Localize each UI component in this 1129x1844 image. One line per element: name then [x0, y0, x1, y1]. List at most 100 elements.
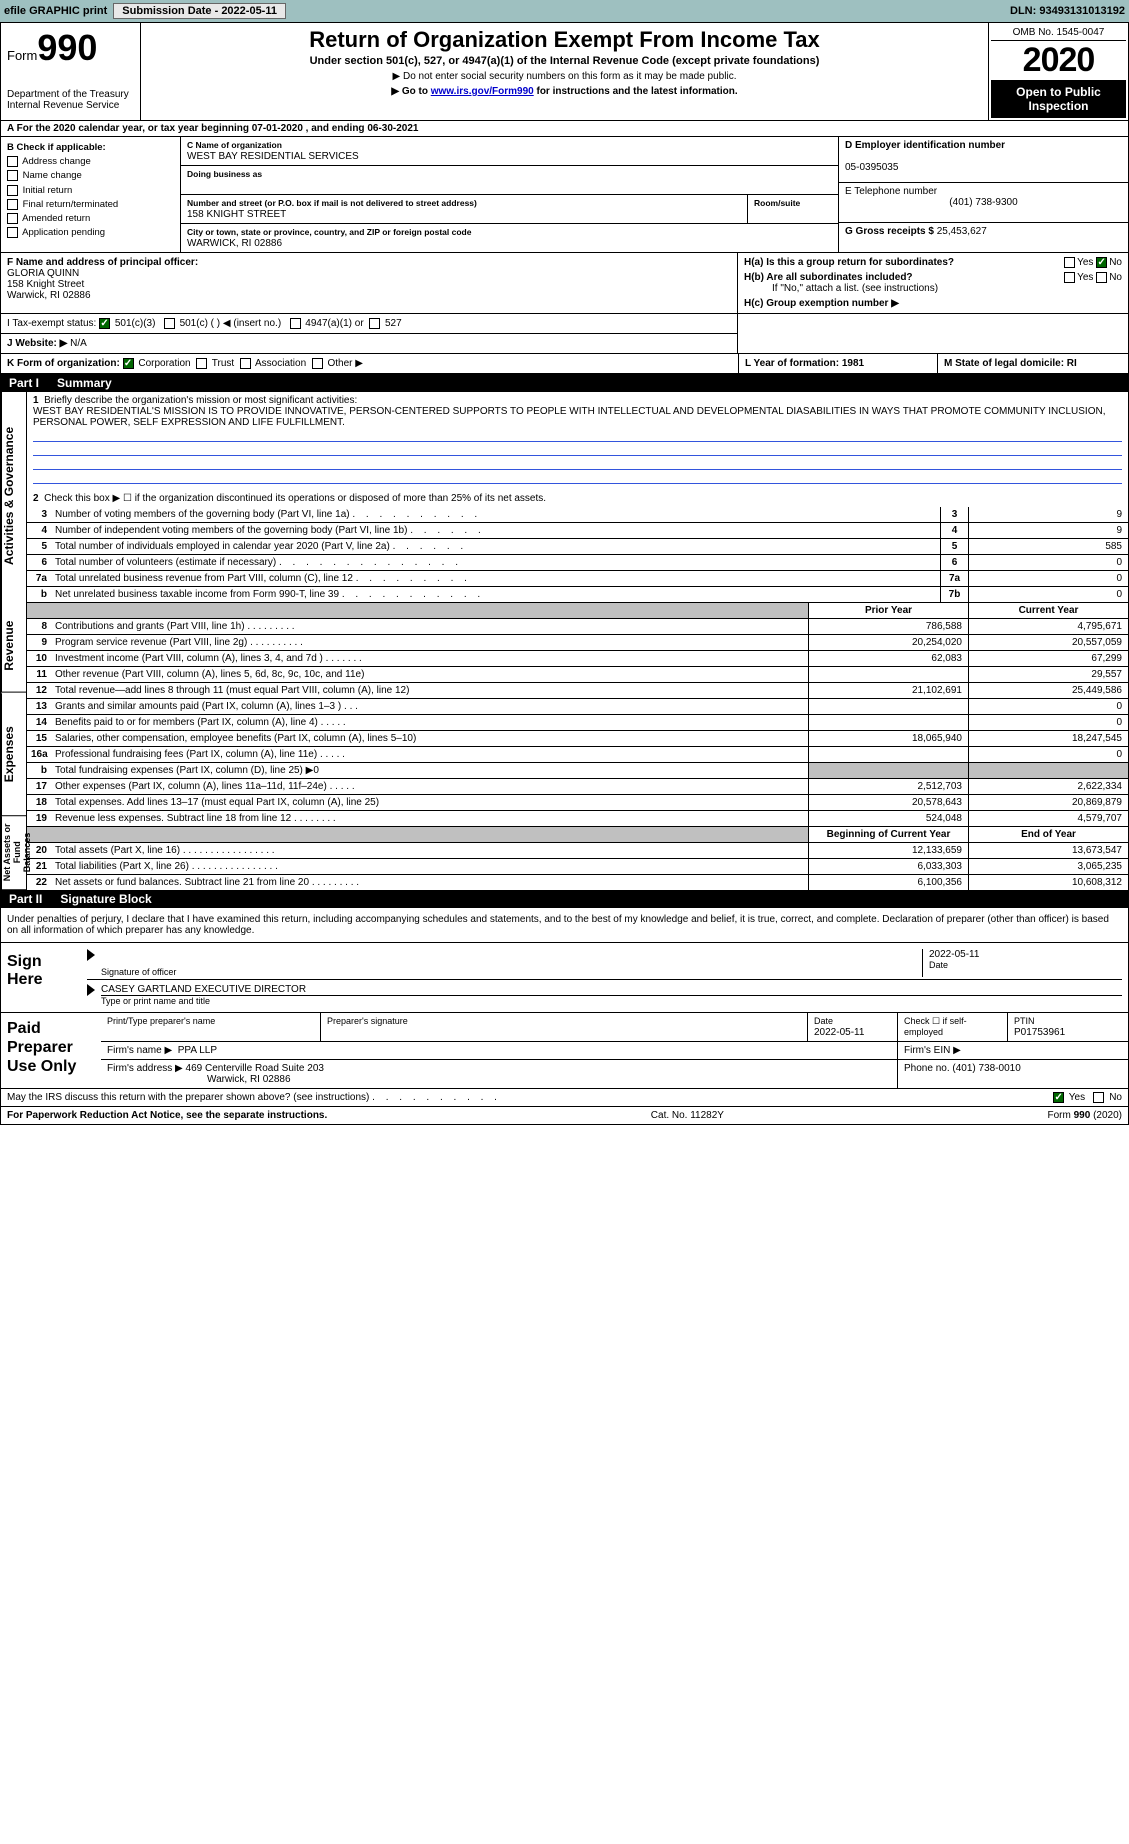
- check-assoc[interactable]: [240, 358, 251, 369]
- officer-street: 158 Knight Street: [7, 279, 84, 290]
- hb-no-check[interactable]: [1096, 272, 1107, 283]
- penalties-text: Under penalties of perjury, I declare th…: [1, 908, 1128, 943]
- part1-header: Part I Summary: [1, 374, 1128, 392]
- check-527[interactable]: [369, 318, 380, 329]
- check-4947[interactable]: [290, 318, 301, 329]
- lbl-527: 527: [385, 318, 402, 329]
- l12-t: Total revenue—add lines 8 through 11 (mu…: [55, 685, 409, 696]
- l22-p: 6,100,356: [808, 875, 968, 890]
- header-right: OMB No. 1545-0047 2020 Open to Public In…: [988, 23, 1128, 120]
- sig-arrow-icon-1: [87, 949, 95, 961]
- check-501c3[interactable]: [99, 318, 110, 329]
- cat-no: Cat. No. 11282Y: [651, 1110, 724, 1121]
- h-bottom-spacer: [738, 314, 1128, 353]
- hb-yes-check[interactable]: [1064, 272, 1075, 283]
- lbl-app-pending: Application pending: [22, 227, 105, 238]
- line-11: 11Other revenue (Part VIII, column (A), …: [27, 667, 1128, 683]
- l1-text: Briefly describe the organization's miss…: [44, 395, 357, 406]
- lbl-address: Address change: [22, 156, 91, 167]
- hb-yes: Yes: [1077, 272, 1093, 283]
- summary-content: 1 Briefly describe the organization's mi…: [27, 392, 1128, 890]
- part2-header: Part II Signature Block: [1, 890, 1128, 908]
- prior-hdr: Prior Year: [808, 603, 968, 618]
- dln-label: DLN: 93493131013192: [1010, 5, 1125, 17]
- dba-label: Doing business as: [187, 169, 262, 179]
- discuss-yes-check[interactable]: [1053, 1092, 1064, 1103]
- current-hdr: Current Year: [968, 603, 1128, 618]
- l4-text: Number of independent voting members of …: [55, 525, 407, 536]
- street: 158 KNIGHT STREET: [187, 209, 286, 220]
- line-20: 20Total assets (Part X, line 16) . . . .…: [27, 843, 1128, 859]
- j-label: J Website: ▶: [7, 338, 67, 349]
- l7a-text: Total unrelated business revenue from Pa…: [55, 573, 353, 584]
- sig-date: 2022-05-11: [929, 949, 1122, 960]
- ha-yes: Yes: [1077, 257, 1093, 268]
- k-label: K Form of organization:: [7, 358, 120, 369]
- check-app[interactable]: [7, 227, 18, 238]
- city-label: City or town, state or province, country…: [187, 227, 471, 237]
- check-other[interactable]: [312, 358, 323, 369]
- l15-c: 18,247,545: [968, 731, 1128, 746]
- cell-phone: E Telephone number (401) 738-9300: [839, 183, 1128, 223]
- efile-label: efile GRAPHIC print: [4, 5, 107, 17]
- l14-p: [808, 715, 968, 730]
- prep-sig-lbl: Preparer's signature: [327, 1016, 408, 1026]
- section-bcd: B Check if applicable: Address change Na…: [1, 137, 1128, 253]
- l21-t: Total liabilities (Part X, line 26): [55, 861, 189, 872]
- ha-yes-check[interactable]: [1064, 257, 1075, 268]
- check-name[interactable]: [7, 170, 18, 181]
- line-3: 3Number of voting members of the governi…: [27, 507, 1128, 523]
- submission-date-button[interactable]: Submission Date - 2022-05-11: [113, 3, 286, 19]
- l16a-c: 0: [968, 747, 1128, 762]
- l6-val: 0: [968, 555, 1128, 570]
- l8-p: 786,588: [808, 619, 968, 634]
- ha-no-check[interactable]: [1096, 257, 1107, 268]
- check-501c[interactable]: [164, 318, 175, 329]
- discuss-q: May the IRS discuss this return with the…: [7, 1092, 369, 1103]
- l19-p: 524,048: [808, 811, 968, 826]
- check-corp[interactable]: [123, 358, 134, 369]
- irs-link[interactable]: www.irs.gov/Form990: [431, 86, 534, 97]
- check-initial[interactable]: [7, 185, 18, 196]
- lbl-501c3: 501(c)(3): [115, 318, 156, 329]
- l16a-t: Professional fundraising fees (Part IX, …: [55, 749, 317, 760]
- prep-row3: Firm's address ▶ 469 Centerville Road Su…: [101, 1060, 1128, 1088]
- l7b-text: Net unrelated business taxable income fr…: [55, 589, 339, 600]
- lbl-name-change: Name change: [23, 170, 82, 181]
- row-a-tax-year: A For the 2020 calendar year, or tax yea…: [1, 121, 1128, 137]
- form-number: Form990: [7, 27, 134, 69]
- discuss-no-check[interactable]: [1093, 1092, 1104, 1103]
- line-7b: bNet unrelated business taxable income f…: [27, 587, 1128, 603]
- prep-phone: (401) 738-0010: [952, 1063, 1020, 1074]
- ij-left: I Tax-exempt status: 501(c)(3) 501(c) ( …: [1, 314, 738, 353]
- i-label: I Tax-exempt status:: [7, 318, 96, 329]
- part1-label: Part I: [9, 376, 39, 390]
- l13-p: [808, 699, 968, 714]
- lbl-final: Final return/terminated: [23, 199, 119, 210]
- c-label: C Name of organization: [187, 140, 282, 150]
- prep-phone-lbl: Phone no.: [904, 1063, 950, 1074]
- m-cell: M State of legal domicile: RI: [938, 354, 1128, 373]
- goto-note: ▶ Go to www.irs.gov/Form990 for instruct…: [145, 86, 984, 97]
- l10-p: 62,083: [808, 651, 968, 666]
- header-mid: Return of Organization Exempt From Incom…: [141, 23, 988, 120]
- check-trust[interactable]: [196, 358, 207, 369]
- check-final[interactable]: [7, 199, 18, 210]
- l16b-t: Total fundraising expenses (Part IX, col…: [55, 765, 319, 776]
- no-ssn-note: ▶ Do not enter social security numbers o…: [145, 71, 984, 82]
- lbl-corp: Corporation: [138, 358, 190, 369]
- room-label: Room/suite: [754, 198, 800, 208]
- form-title: Return of Organization Exempt From Incom…: [145, 27, 984, 53]
- section-fh: F Name and address of principal officer:…: [1, 253, 1128, 314]
- org-name: WEST BAY RESIDENTIAL SERVICES: [187, 151, 359, 162]
- check-amended[interactable]: [7, 213, 18, 224]
- check-address[interactable]: [7, 156, 18, 167]
- mission-text: WEST BAY RESIDENTIAL'S MISSION IS TO PRO…: [33, 406, 1106, 428]
- l14-t: Benefits paid to or for members (Part IX…: [55, 717, 318, 728]
- l10-t: Investment income (Part VIII, column (A)…: [55, 653, 323, 664]
- l20-p: 12,133,659: [808, 843, 968, 858]
- sig-officer-lbl: Signature of officer: [101, 967, 916, 977]
- l12-p: 21,102,691: [808, 683, 968, 698]
- begin-end-hdr: Beginning of Current Year End of Year: [27, 827, 1128, 843]
- cell-ein: D Employer identification number 05-0395…: [839, 137, 1128, 183]
